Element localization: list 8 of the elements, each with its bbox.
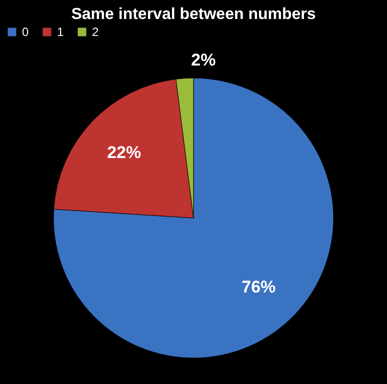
legend-label: 0 [22, 25, 29, 39]
data-label: 22% [107, 142, 142, 162]
chart-title: Same interval between numbers [71, 6, 316, 23]
legend-label: 1 [57, 25, 64, 39]
data-label: 76% [242, 277, 276, 296]
data-label: 2% [191, 50, 216, 70]
legend-label: 2 [92, 25, 99, 39]
pie-slice [54, 78, 334, 358]
